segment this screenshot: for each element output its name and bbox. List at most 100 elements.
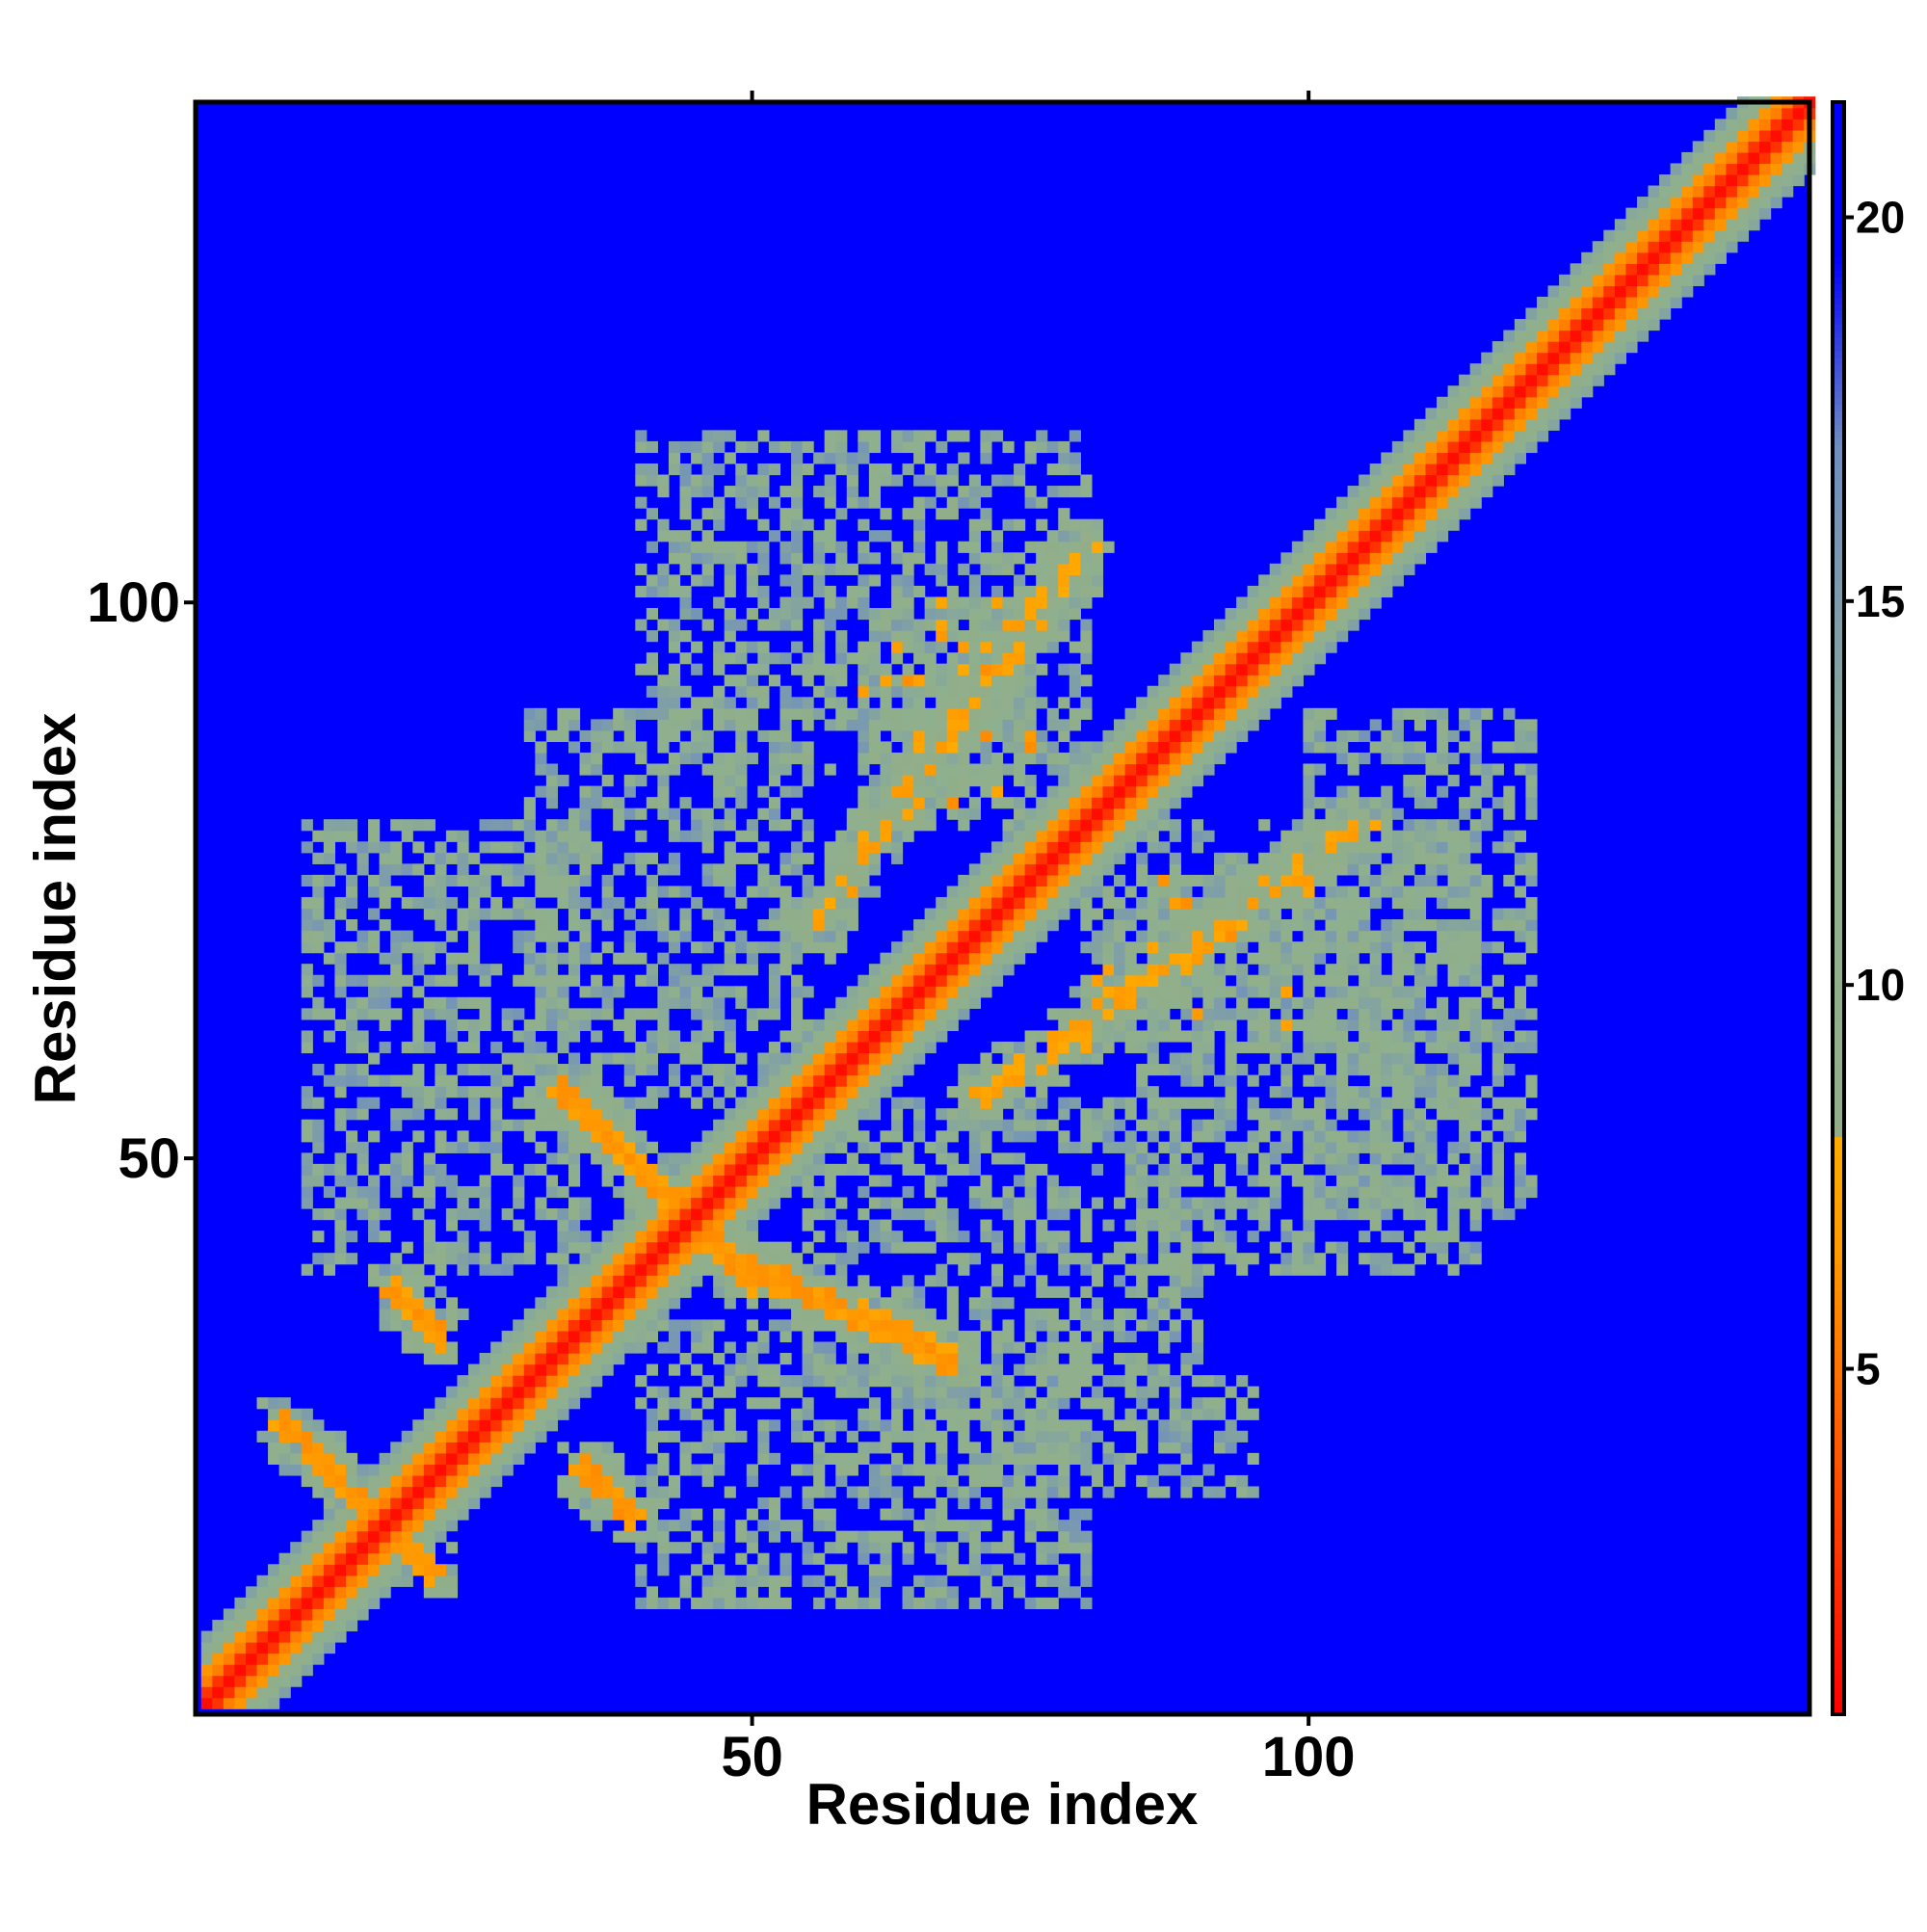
heatmap-cell (1069, 986, 1081, 998)
heatmap-cell (200, 1675, 213, 1687)
heatmap-cell (1169, 896, 1181, 910)
heatmap-cell (1191, 830, 1204, 842)
heatmap-cell (1147, 1486, 1159, 1498)
heatmap-cell (591, 1520, 603, 1532)
heatmap-cell (880, 1330, 892, 1343)
heatmap-cell (1437, 1163, 1449, 1177)
heatmap-cell (245, 1642, 258, 1654)
heatmap-cell (657, 775, 670, 787)
heatmap-cell (1225, 1030, 1237, 1043)
heatmap-cell (657, 707, 670, 720)
heatmap-cell (545, 930, 559, 942)
heatmap-cell (890, 807, 904, 820)
heatmap-cell (445, 1108, 459, 1121)
heatmap-cell (601, 1297, 614, 1310)
heatmap-cell (268, 1397, 280, 1410)
heatmap-cell (724, 863, 736, 876)
heatmap-cell (356, 1108, 369, 1121)
heatmap-cell (1036, 752, 1048, 765)
heatmap-cell (1158, 996, 1171, 1009)
heatmap-cell (724, 775, 736, 787)
heatmap-cell (490, 896, 503, 910)
heatmap-cell (1225, 896, 1237, 910)
heatmap-cell (946, 785, 959, 798)
heatmap-cell (1136, 752, 1148, 765)
heatmap-cell (245, 1619, 258, 1632)
heatmap-cell (1036, 1430, 1048, 1442)
heatmap-cell (913, 1464, 926, 1476)
heatmap-cell (980, 1542, 992, 1554)
heatmap-cell (1403, 1008, 1415, 1020)
heatmap-cell (1191, 964, 1204, 976)
heatmap-cell (1024, 1163, 1037, 1177)
heatmap-cell (591, 741, 603, 754)
heatmap-cell (490, 1430, 503, 1442)
heatmap-cell (1369, 1208, 1382, 1221)
heatmap-cell (802, 1330, 814, 1343)
heatmap-cell (323, 1564, 335, 1576)
heatmap-cell (334, 1586, 347, 1599)
heatmap-cell (980, 1397, 992, 1410)
heatmap-cell (1381, 1030, 1393, 1043)
heatmap-cell (846, 908, 858, 920)
heatmap-cell (290, 1442, 303, 1454)
heatmap-cell (746, 1141, 758, 1153)
heatmap-cell (802, 1152, 814, 1165)
heatmap-cell (1124, 1008, 1137, 1020)
heatmap-cell (579, 1231, 592, 1243)
heatmap-cell (1158, 729, 1171, 743)
heatmap-cell (345, 1564, 358, 1576)
heatmap-cell (880, 1530, 892, 1543)
heatmap-cell (490, 1152, 503, 1165)
heatmap-cell (701, 1152, 714, 1165)
heatmap-cell (1469, 1041, 1482, 1054)
heatmap-cell (913, 1097, 926, 1109)
heatmap-cell (545, 841, 559, 854)
heatmap-cell (1191, 1285, 1204, 1298)
heatmap-cell (1469, 1119, 1482, 1131)
heatmap-cell (958, 896, 970, 910)
heatmap-cell (423, 1175, 436, 1187)
heatmap-cell (980, 1175, 992, 1187)
heatmap-cell (1347, 1208, 1359, 1221)
heatmap-cell (1425, 841, 1438, 854)
heatmap-cell (657, 1152, 670, 1165)
heatmap-cell (1291, 1163, 1304, 1177)
heatmap-cell (1425, 819, 1438, 832)
heatmap-cell (613, 1141, 625, 1153)
heatmap-cell (1124, 1175, 1137, 1187)
heatmap-cell (779, 1319, 792, 1332)
heatmap-cell (1147, 797, 1159, 809)
heatmap-cell (679, 741, 692, 754)
heatmap-cell (1147, 1108, 1159, 1121)
heatmap-cell (846, 1530, 858, 1543)
heatmap-cell (968, 996, 981, 1009)
heatmap-cell (668, 1474, 681, 1488)
heatmap-cell (757, 1330, 770, 1343)
heatmap-cell (1413, 785, 1427, 798)
heatmap-cell (735, 1097, 748, 1109)
heatmap-cell (390, 1285, 403, 1298)
heatmap-cell (457, 1497, 469, 1510)
heatmap-cell (368, 941, 381, 954)
heatmap-cell (301, 874, 313, 887)
heatmap-cell (1191, 775, 1204, 787)
heatmap-cell (613, 1464, 625, 1476)
heatmap-cell (679, 685, 692, 698)
heatmap-cell (958, 819, 970, 832)
heatmap-cell (890, 1408, 904, 1420)
heatmap-cell (1080, 797, 1093, 809)
heatmap-cell (968, 941, 981, 954)
heatmap-cell (1124, 1019, 1137, 1032)
heatmap-cell (1191, 697, 1204, 709)
heatmap-cell (1058, 1464, 1070, 1476)
heatmap-cell (1136, 1241, 1148, 1254)
heatmap-cell (913, 719, 926, 731)
heatmap-cell (968, 1330, 981, 1343)
heatmap-cell (468, 1208, 481, 1221)
heatmap-cell (990, 1097, 1004, 1109)
heatmap-cell (657, 986, 670, 998)
heatmap-cell (936, 1175, 948, 1187)
heatmap-cell (490, 1341, 503, 1354)
heatmap-cell (813, 1253, 826, 1265)
